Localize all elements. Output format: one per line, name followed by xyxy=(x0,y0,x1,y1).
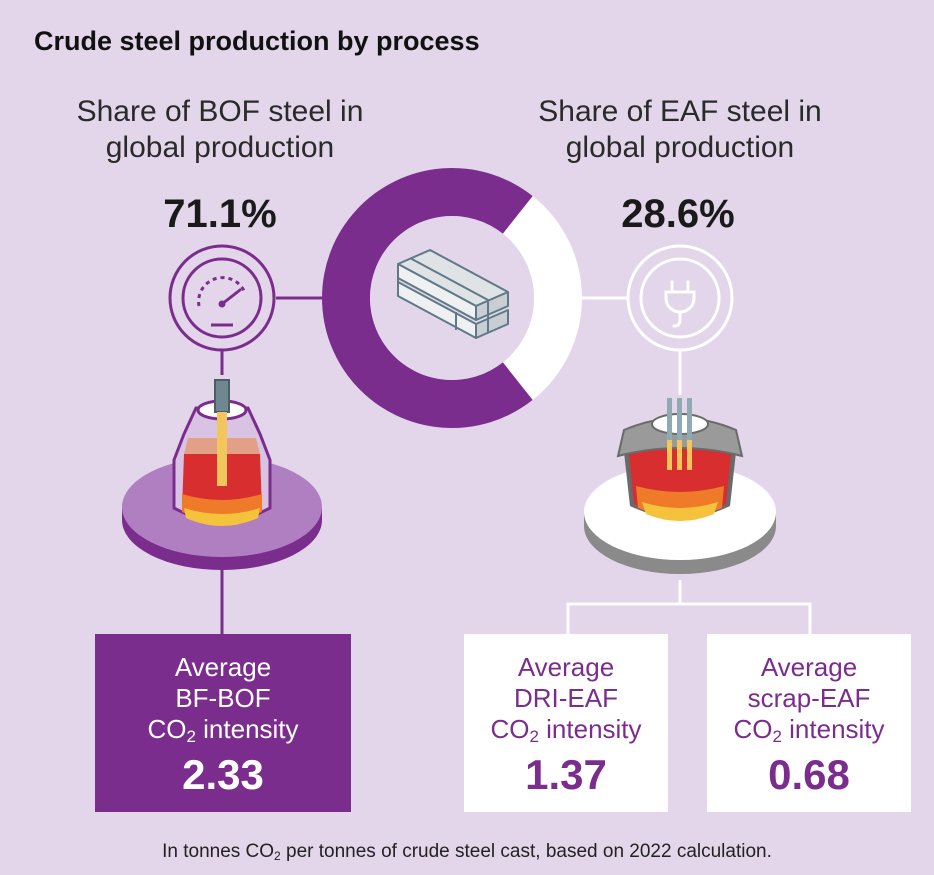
eaf-share-label-line2: global production xyxy=(565,131,795,164)
scrap-eaf-box-line3: CO2 intensity xyxy=(733,714,885,746)
bof-share-label-line1: Share of BOF steel in xyxy=(76,95,364,128)
bf-bof-box-line1: Average xyxy=(174,652,272,682)
dri-eaf-intensity-value: 1.37 xyxy=(525,751,607,798)
eaf-share-label: Share of EAF steel in global production xyxy=(500,94,860,166)
dri-eaf-box-line3: CO2 intensity xyxy=(490,714,642,746)
eaf-share-value: 28.6% xyxy=(621,192,735,236)
donut-slice-eaf xyxy=(502,196,582,400)
scrap-eaf-box-line2: scrap-EAF xyxy=(747,683,871,713)
bof-share-label: Share of BOF steel in global production xyxy=(40,94,400,166)
eaf-furnace-illustration xyxy=(584,398,776,574)
power-plug-icon xyxy=(626,244,734,352)
dri-eaf-box-line2: DRI-EAF xyxy=(514,683,618,713)
steel-beams-icon xyxy=(397,249,509,339)
eaf-share-label-line1: Share of EAF steel in xyxy=(538,95,822,128)
gauge-icon xyxy=(168,244,276,352)
scrap-eaf-box-line1: Average xyxy=(760,652,858,682)
bf-bof-intensity-value: 2.33 xyxy=(182,751,264,798)
eaf-box-connector xyxy=(566,602,812,634)
footnote: In tonnes CO2 per tonnes of crude steel … xyxy=(162,841,772,863)
bof-share-value: 71.1% xyxy=(163,192,277,236)
dri-eaf-intensity-box: Average DRI-EAF CO2 intensity 1.37 xyxy=(464,634,668,812)
dri-eaf-box-line1: Average xyxy=(517,652,615,682)
bf-bof-intensity-box: Average BF-BOF CO2 intensity 2.33 xyxy=(95,634,351,812)
donut-slice-bof xyxy=(321,168,533,429)
bof-furnace-illustration xyxy=(122,379,322,570)
scrap-eaf-intensity-value: 0.68 xyxy=(768,751,850,798)
scrap-eaf-intensity-box: Average scrap-EAF CO2 intensity 0.68 xyxy=(707,634,911,812)
bf-bof-box-line2: BF-BOF xyxy=(175,683,271,713)
bof-share-label-line2: global production xyxy=(105,131,335,164)
bf-bof-box-line3: CO2 intensity xyxy=(147,714,299,746)
chart-title: Crude steel production by process xyxy=(34,26,480,56)
